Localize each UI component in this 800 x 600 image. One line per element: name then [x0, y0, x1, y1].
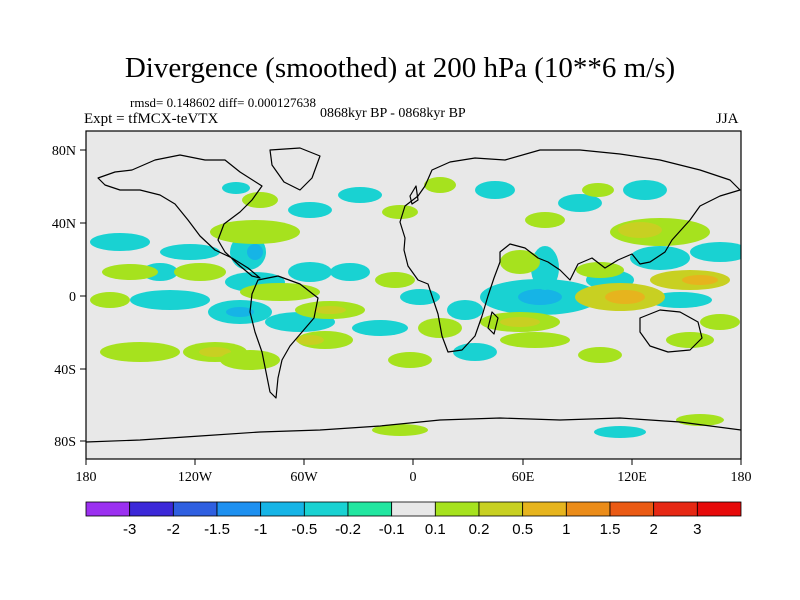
- colorbar-swatch: [478, 501, 524, 517]
- colorbar-label: 3: [693, 521, 701, 538]
- colorbar-label: 0.1: [425, 521, 446, 538]
- divergence-field: [90, 177, 741, 438]
- colorbar: -3 -2 -1.5 -1 -0.5 -0.2 -0.1 0.1 0.2 0.5 1 1.5 2 3: [85, 501, 742, 538]
- australia-coast: [639, 309, 703, 353]
- lat-tick-label: 0: [69, 290, 76, 305]
- season-label: JJA: [716, 111, 739, 127]
- tick-marks: [80, 149, 742, 465]
- lat-tick-label: 40S: [54, 363, 76, 378]
- experiment-label: Expt = tfMCX-teVTX: [84, 111, 219, 127]
- colorbar-swatch: [522, 501, 567, 517]
- north-america-coast: [97, 154, 263, 279]
- colorbar-swatch: [565, 501, 611, 517]
- colorbar-swatch: [85, 501, 131, 517]
- colorbar-label: 0.2: [469, 521, 490, 538]
- antarctica-coast: [86, 417, 741, 443]
- lon-tick-label: 180: [731, 470, 752, 485]
- colorbar-label: -2: [167, 521, 180, 538]
- eurasia-africa-coast: [399, 149, 741, 353]
- colorbar-label: 0.5: [512, 521, 533, 538]
- colorbar-swatch: [172, 501, 218, 517]
- negative-anomalies: [90, 180, 741, 438]
- colorbar-swatch: [434, 501, 480, 517]
- lon-tick-label: 0: [410, 470, 417, 485]
- positive-anomalies: [90, 177, 740, 436]
- colorbar-label: -0.5: [291, 521, 317, 538]
- colorbar-swatch: [653, 501, 698, 517]
- stats-text: rmsd= 0.148602 diff= 0.000127638: [130, 95, 316, 110]
- madagascar-coast: [487, 311, 499, 335]
- uk-coast: [409, 185, 419, 205]
- colorbar-label: -1: [254, 521, 267, 538]
- colorbar-swatch: [391, 501, 436, 517]
- colorbar-label: 1: [562, 521, 570, 538]
- colorbar-label: -0.1: [379, 521, 405, 538]
- south-america-coast: [249, 275, 319, 399]
- lat-tick-label: 80S: [54, 435, 76, 450]
- colorbar-label: -1.5: [204, 521, 230, 538]
- colorbar-label: 2: [649, 521, 657, 538]
- colorbar-label: 1.5: [600, 521, 621, 538]
- plot-title: Divergence (smoothed) at 200 hPa (10**6 …: [124, 52, 676, 84]
- lon-tick-label: 120W: [178, 470, 213, 485]
- lon-tick-label: 60E: [512, 470, 535, 485]
- colorbar-swatch: [609, 501, 655, 517]
- period-label: 0868kyr BP - 0868kyr BP: [320, 106, 466, 121]
- colorbar-swatch: [347, 501, 393, 517]
- lon-tick-label: 180: [76, 470, 97, 485]
- coastlines: [86, 147, 741, 443]
- colorbar-label: -0.2: [335, 521, 361, 538]
- greenland-coast: [269, 147, 321, 191]
- colorbar-label: -3: [123, 521, 136, 538]
- colorbar-swatch: [303, 501, 349, 517]
- colorbar-swatch: [260, 501, 305, 517]
- lon-tick-label: 120E: [617, 470, 647, 485]
- lon-tick-label: 60W: [290, 470, 318, 485]
- lat-tick-label: 40N: [52, 217, 76, 232]
- colorbar-swatch: [696, 501, 742, 517]
- colorbar-swatch: [216, 501, 262, 517]
- lat-tick-label: 80N: [52, 144, 76, 159]
- colorbar-swatch: [129, 501, 174, 517]
